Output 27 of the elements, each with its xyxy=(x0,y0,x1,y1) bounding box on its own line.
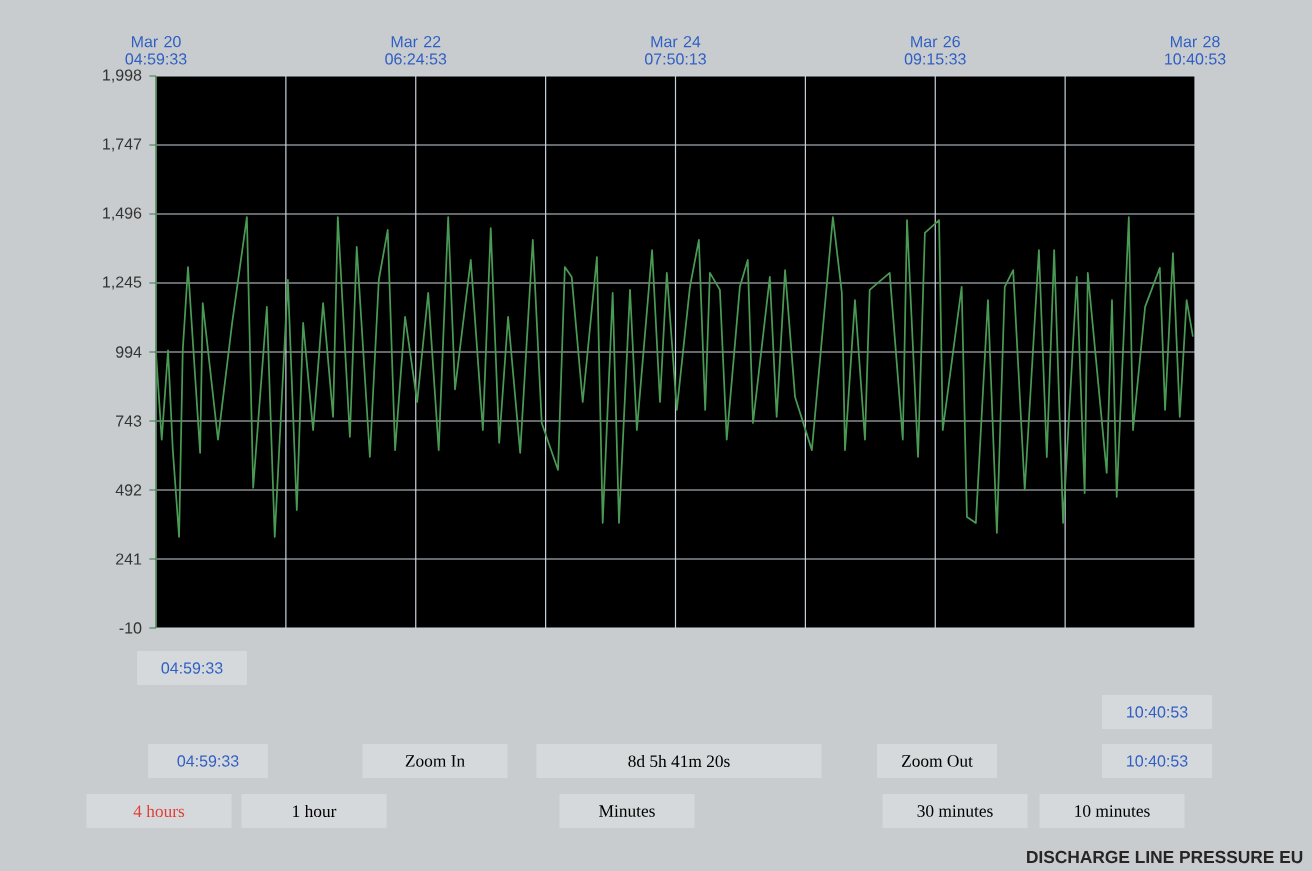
x-tick-label: Mar 22 06:24:53 xyxy=(385,35,447,65)
x-tick-label: Mar 26 09:15:33 xyxy=(904,35,966,65)
x-tick-label: Mar 20 04:59:33 xyxy=(125,35,187,65)
text: 10:40:53 xyxy=(1127,706,1188,718)
y-tick-label: 241 xyxy=(116,553,142,565)
text: Zoom Out xyxy=(901,755,973,767)
text: 4 hours xyxy=(133,804,185,818)
y-tick-label: 1,496 xyxy=(103,207,142,221)
y-tick-label: 1,998 xyxy=(103,69,142,83)
text: 1 hour xyxy=(293,804,337,818)
text: 8d 5h 41m 20s xyxy=(628,754,730,768)
y-tick-label: 1,245 xyxy=(103,276,142,290)
y-tick-label: -10 xyxy=(119,622,142,634)
x-tick-label: Mar 24 07:50:13 xyxy=(644,35,706,65)
y-tick-label: 994 xyxy=(116,346,142,358)
text: 30 minutes xyxy=(917,805,993,817)
text: 10:40:53 xyxy=(1127,755,1188,767)
text: Zoom In xyxy=(405,755,465,767)
text: DISCHARGE LINE PRESSURE EU xyxy=(1027,850,1303,864)
text: 10 minutes xyxy=(1075,805,1150,817)
text: 04:59:33 xyxy=(161,662,223,674)
y-tick-label: 492 xyxy=(115,484,142,496)
y-tick-label: 1,747 xyxy=(103,138,142,152)
text: Minutes xyxy=(599,805,655,817)
x-tick-label: Mar 28 10:40:53 xyxy=(1165,35,1226,65)
y-tick-label: 743 xyxy=(116,415,142,427)
text: 04:59:33 xyxy=(177,755,239,767)
